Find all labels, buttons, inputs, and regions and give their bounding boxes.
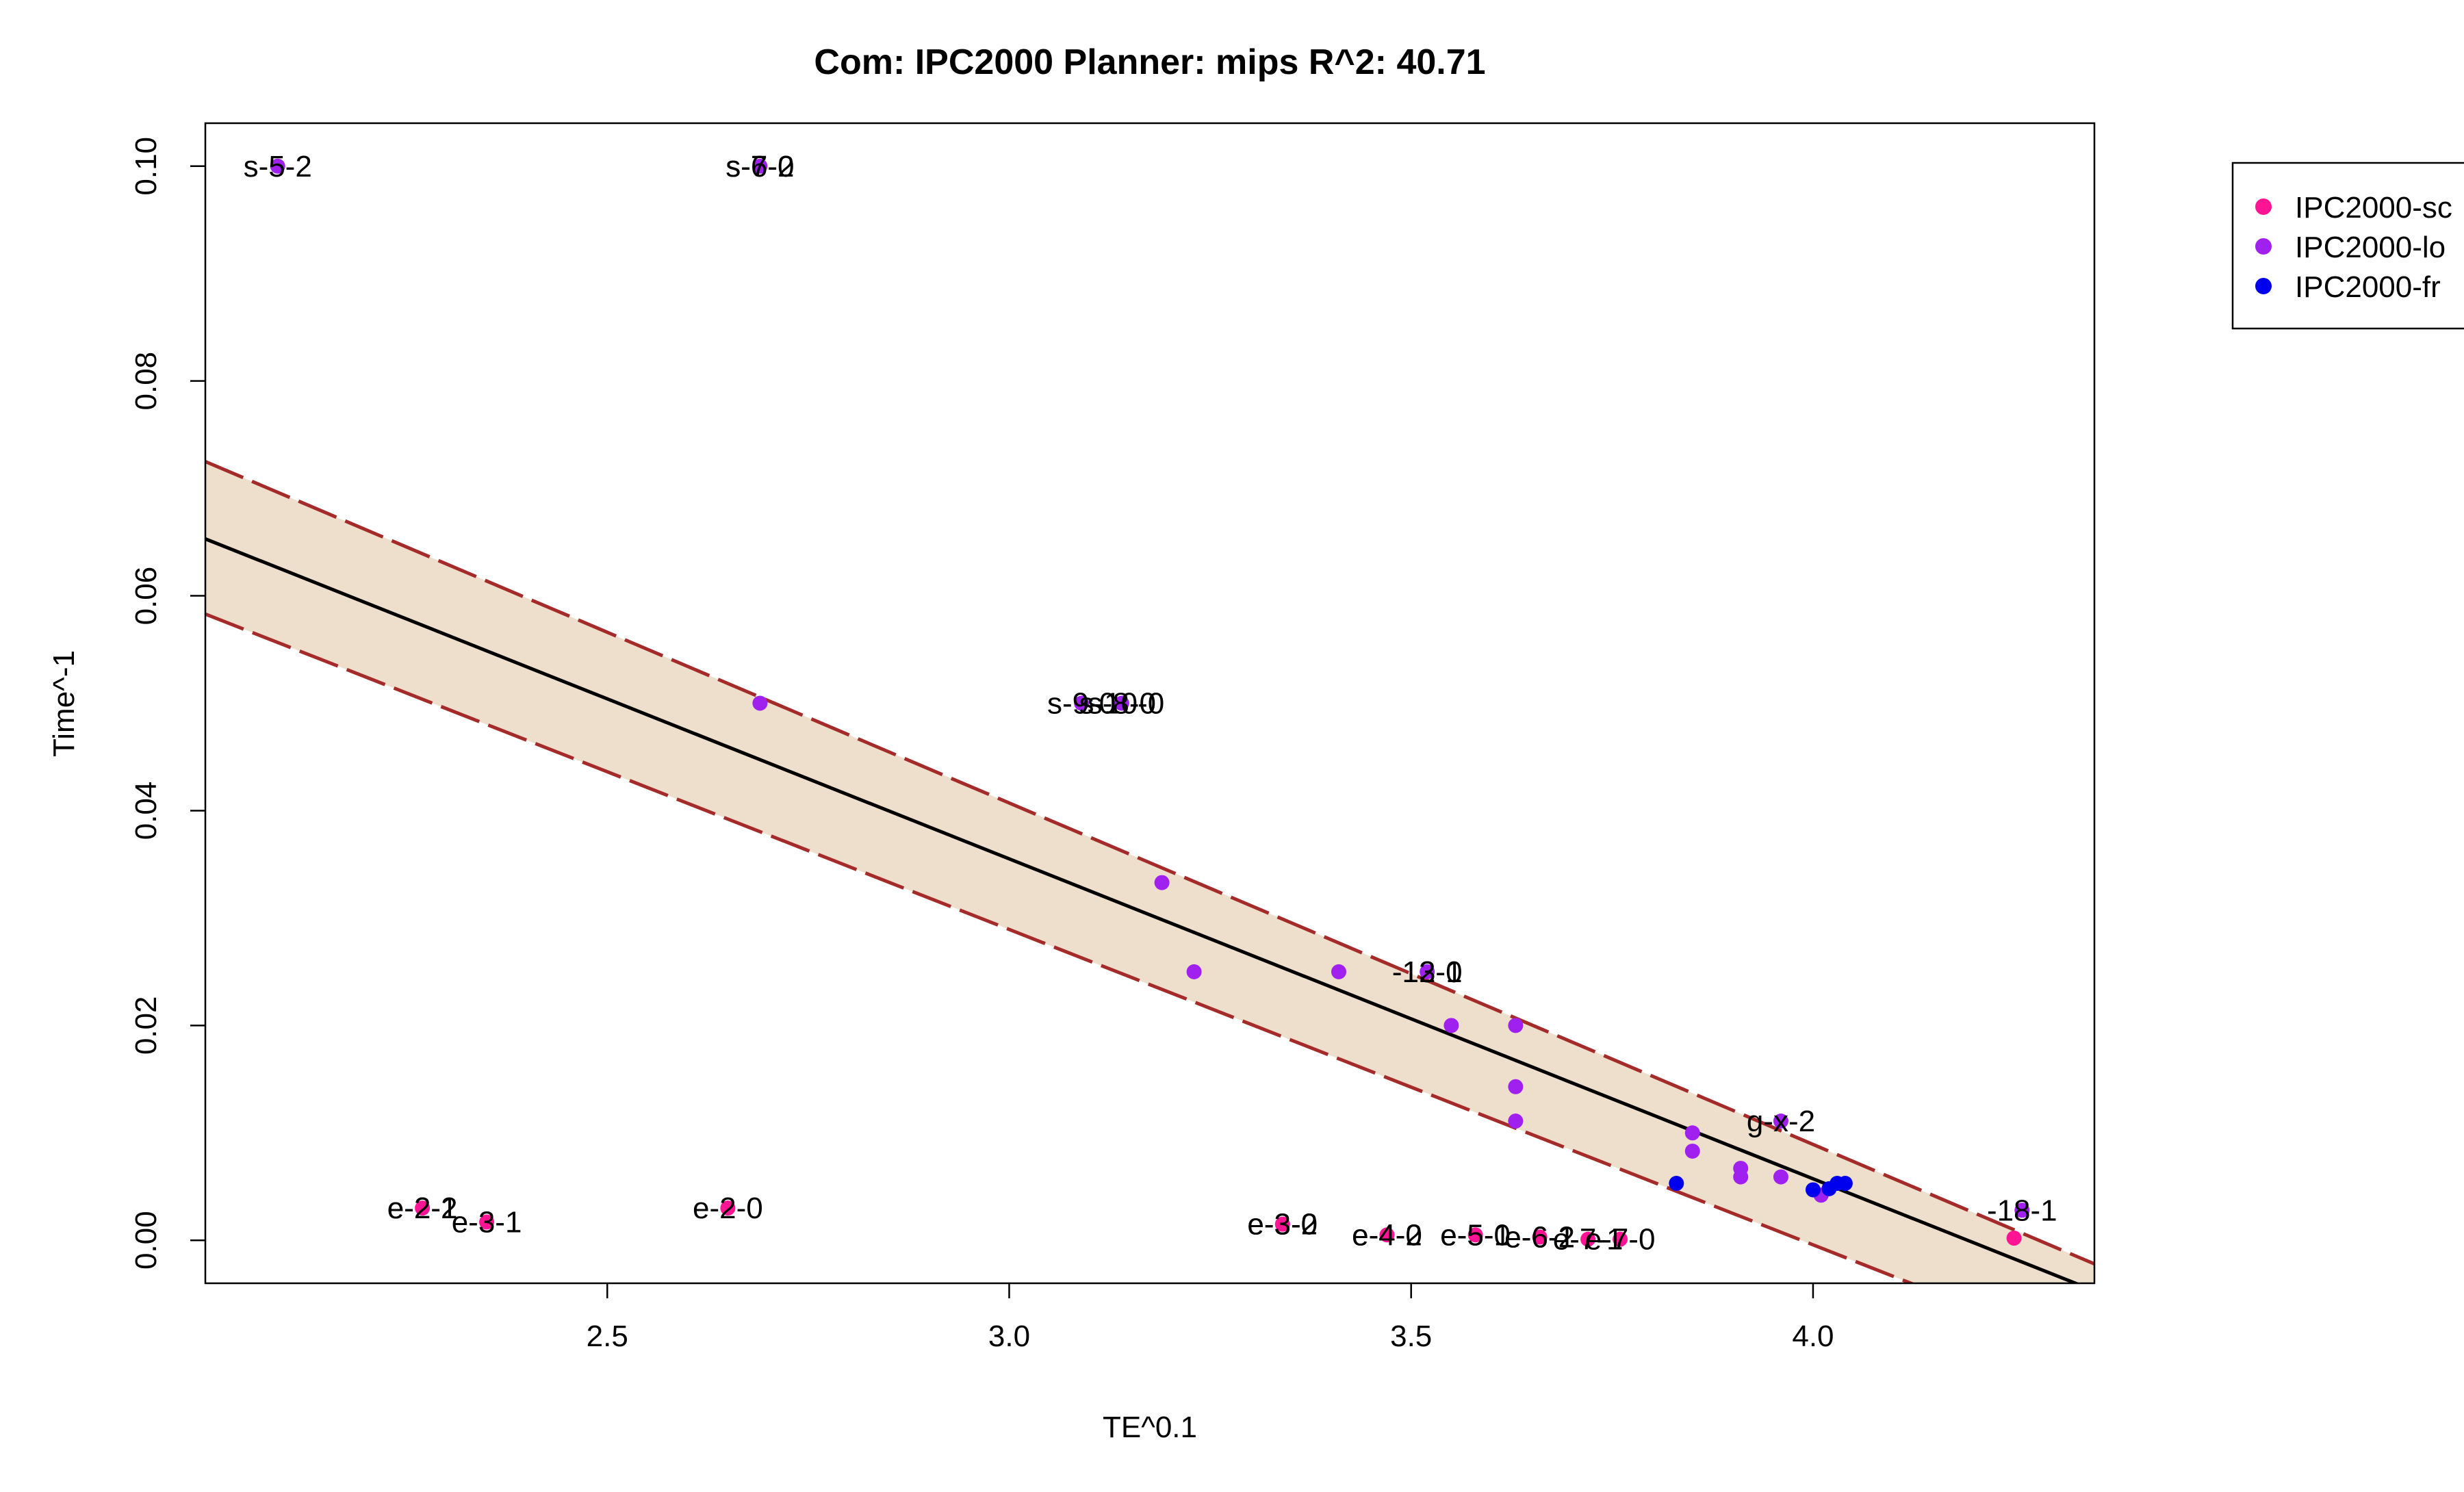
point-label: s-5-2	[244, 150, 312, 183]
chart-title: Com: IPC2000 Planner: mips R^2: 40.71	[814, 42, 1485, 82]
y-tick-label: 0.04	[129, 782, 163, 840]
y-axis-label: Time^-1	[47, 650, 81, 757]
data-point-ipc2000-sc	[1379, 1227, 1395, 1243]
data-point-ipc2000-lo	[1773, 1114, 1788, 1129]
data-point-ipc2000-sc	[1274, 1216, 1290, 1232]
data-point-ipc2000-sc	[2006, 1231, 2022, 1246]
data-point-ipc2000-fr	[1805, 1182, 1821, 1198]
data-point-ipc2000-lo	[1508, 1018, 1524, 1033]
point-label: s-8-0	[1088, 687, 1156, 721]
data-point-ipc2000-fr	[1837, 1176, 1853, 1192]
x-tick-label: 4.0	[1792, 1320, 1834, 1353]
data-point-ipc2000-lo	[1684, 1143, 1700, 1159]
data-point-ipc2000-lo	[1114, 695, 1129, 711]
data-point-ipc2000-sc	[720, 1200, 736, 1216]
data-point-ipc2000-sc	[415, 1200, 431, 1216]
data-point-ipc2000-lo	[1508, 1114, 1524, 1129]
legend-marker	[2255, 238, 2272, 255]
point-label: e-5-1	[1440, 1218, 1511, 1252]
regression-line	[205, 537, 2081, 1283]
point-label: e-2-2	[387, 1192, 458, 1225]
point-label: s-7-0	[726, 150, 794, 183]
point-label: e-5-0	[1440, 1218, 1511, 1252]
plot-area: s-5-2 s-6-2s-7-0 s-9-0s-10-0s-8-0 -12-1-13-…	[205, 150, 2094, 1283]
legend-label: IPC2000-fr	[2295, 270, 2441, 304]
data-point-ipc2000-lo	[1074, 695, 1090, 711]
point-label: e-6-2	[1504, 1221, 1575, 1255]
data-point-ipc2000-lo	[2014, 1202, 2030, 1218]
data-point-ipc2000-lo	[1733, 1169, 1749, 1185]
point-label: -13-0	[1392, 955, 1463, 989]
data-point-ipc2000-sc	[1532, 1229, 1548, 1245]
point-label: e-7-1	[1553, 1223, 1624, 1257]
data-point-ipc2000-lo	[1331, 964, 1346, 979]
data-point-ipc2000-lo	[270, 158, 285, 174]
y-tick-label: 0.02	[129, 996, 163, 1055]
legend-label: IPC2000-sc	[2295, 191, 2452, 224]
point-label: -12-1	[1392, 955, 1463, 989]
point-label: e-3-2	[1247, 1208, 1318, 1242]
point-label: e-3-1	[452, 1206, 522, 1239]
legend-marker	[2255, 278, 2272, 294]
data-point-ipc2000-lo	[1508, 1079, 1524, 1094]
x-tick-label: 3.5	[1390, 1320, 1432, 1353]
point-label: s-9-0	[1047, 687, 1116, 721]
data-point-ipc2000-lo	[1154, 875, 1170, 890]
data-point-ipc2000-fr	[1669, 1176, 1684, 1192]
data-point-ipc2000-lo	[1773, 1169, 1788, 1185]
data-point-ipc2000-sc	[1580, 1231, 1596, 1247]
point-label: e-7-0	[1585, 1223, 1656, 1257]
point-label: e-6-1	[1504, 1221, 1575, 1255]
point-label: s-6-2	[726, 150, 794, 183]
data-point-ipc2000-lo	[1186, 964, 1202, 979]
data-point-ipc2000-lo	[752, 695, 768, 711]
point-label: e-3-0	[1247, 1208, 1318, 1242]
legend: IPC2000-sc IPC2000-lo IPC2000-fr	[2231, 162, 2464, 330]
x-tick-label: 2.5	[587, 1320, 628, 1353]
data-point-ipc2000-sc	[1467, 1227, 1483, 1243]
band-lower-line	[205, 612, 1916, 1283]
y-tick-label: 0.08	[129, 352, 163, 411]
data-point-ipc2000-lo	[1684, 1125, 1700, 1141]
y-tick-label: 0.10	[129, 137, 163, 196]
y-tick-label: 0.00	[129, 1211, 163, 1270]
data-point-ipc2000-lo	[1420, 964, 1435, 979]
y-tick-label: 0.06	[129, 567, 163, 626]
point-label: -18-1	[1987, 1194, 2057, 1227]
data-point-ipc2000-sc	[479, 1214, 495, 1230]
confidence-band	[205, 461, 2094, 1283]
x-tick-label: 3.0	[988, 1320, 1030, 1353]
legend-label: IPC2000-lo	[2295, 231, 2446, 264]
legend-marker	[2255, 198, 2272, 215]
band-upper-line	[205, 460, 2094, 1266]
plot-frame	[204, 122, 2096, 1285]
data-point-ipc2000-sc	[1613, 1231, 1628, 1247]
data-point-ipc2000-lo	[1443, 1018, 1459, 1033]
data-point-ipc2000-lo	[752, 158, 768, 174]
point-label: e-4-2	[1352, 1218, 1422, 1252]
x-axis-label: TE^0.1	[1103, 1411, 1197, 1444]
point-label: e-4-0	[1352, 1218, 1422, 1252]
point-label: e-2-0	[693, 1192, 763, 1225]
axes: 2.5 3.0 3.5 4.0 0.00 0.02 0.04 0.06 0.08 0.10	[129, 137, 1834, 1353]
point-label: s-10-0	[1079, 687, 1165, 721]
point-label: g-x-2	[1747, 1105, 1815, 1138]
point-label: e-2-1	[387, 1192, 458, 1225]
